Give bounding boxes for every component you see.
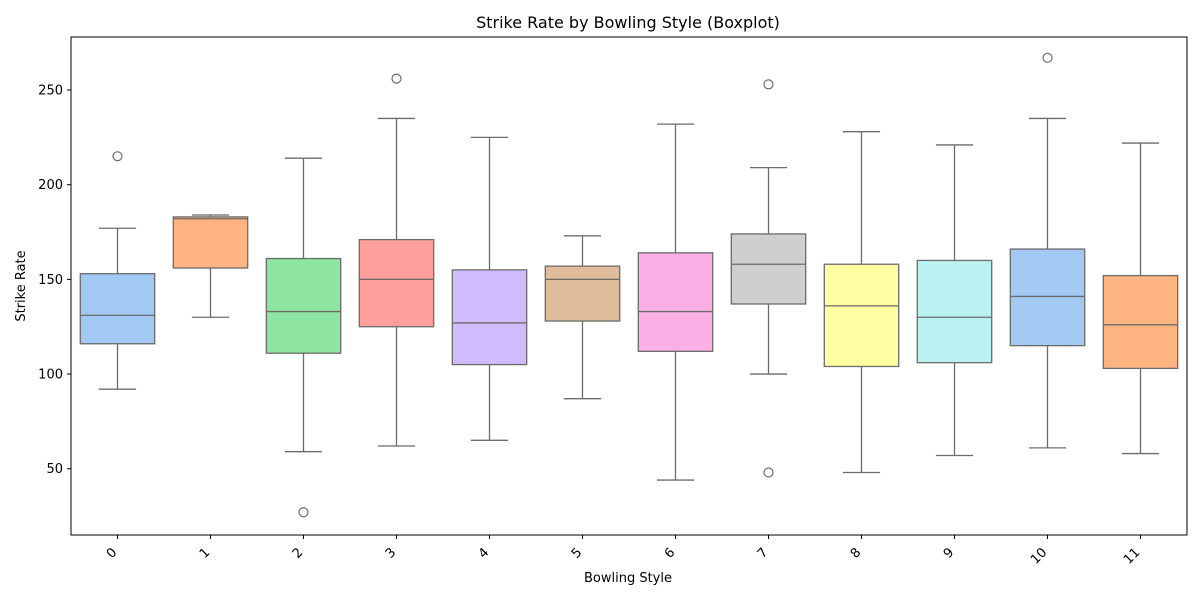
box-group <box>1102 142 1179 455</box>
box <box>1009 248 1086 347</box>
outlier-point <box>1042 52 1053 63</box>
y-tick-label: 200 <box>38 178 63 193</box>
y-axis-title: Strike Rate <box>14 250 29 321</box>
box-group <box>916 144 993 457</box>
y-tick-label: 250 <box>38 84 63 99</box>
outlier-point <box>391 73 402 84</box>
box <box>823 263 900 368</box>
box <box>172 216 249 269</box>
x-tick-label: 11 <box>1121 545 1143 567</box>
box <box>265 257 342 354</box>
box-group <box>358 73 435 447</box>
box-group <box>265 157 342 518</box>
plot-area <box>70 36 1188 536</box>
x-tick-label: 8 <box>848 545 864 561</box>
box <box>730 233 807 305</box>
box <box>451 269 528 366</box>
box <box>544 265 621 322</box>
x-tick-label: 2 <box>290 545 306 561</box>
box <box>79 273 156 345</box>
box <box>637 252 714 352</box>
plot-frame <box>70 36 1188 536</box>
y-tick-label: 100 <box>38 368 63 383</box>
chart-title: Strike Rate by Bowling Style (Boxplot) <box>476 13 780 32</box>
outlier-point <box>763 79 774 90</box>
box-group <box>1009 52 1086 449</box>
box-group <box>79 151 156 390</box>
y-axis: 50 100 150 200 250 <box>38 84 71 477</box>
x-tick-label: 5 <box>569 545 585 561</box>
x-tick-label: 3 <box>383 545 399 561</box>
box <box>916 259 993 364</box>
outlier-point <box>763 467 774 478</box>
x-tick-label: 7 <box>755 545 771 561</box>
y-tick-label: 50 <box>46 462 63 477</box>
x-axis: 0 1 2 3 4 5 6 7 8 9 10 11 <box>104 535 1143 568</box>
box-group <box>172 214 249 318</box>
box <box>1102 274 1179 370</box>
box <box>358 238 435 328</box>
box-group <box>451 136 528 441</box>
y-tick-label: 150 <box>38 273 63 288</box>
box-group <box>730 79 807 478</box>
box-group <box>637 123 714 481</box>
x-tick-label: 9 <box>941 545 957 561</box>
x-tick-label: 6 <box>662 545 678 561</box>
x-axis-title: Bowling Style <box>584 571 672 586</box>
box-group <box>544 235 621 400</box>
box-group <box>823 131 900 474</box>
x-tick-label: 0 <box>104 545 120 561</box>
x-tick-label: 1 <box>197 545 213 561</box>
x-tick-label: 10 <box>1028 545 1050 567</box>
outlier-point <box>112 151 123 162</box>
x-tick-label: 4 <box>476 545 492 561</box>
outlier-point <box>298 507 309 518</box>
